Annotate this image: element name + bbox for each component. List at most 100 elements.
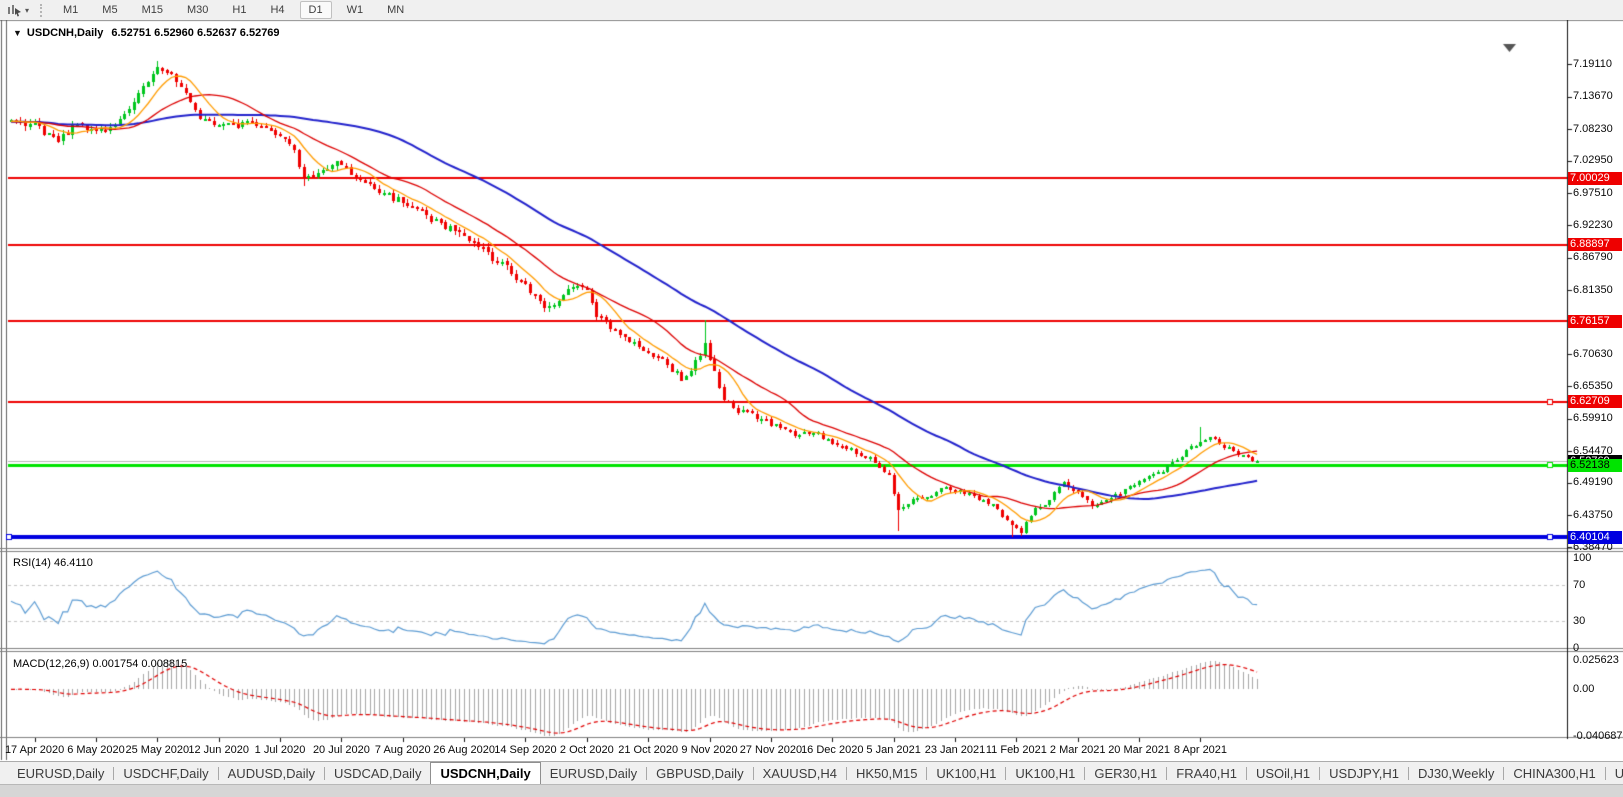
chart-tab-usdchf-daily[interactable]: USDCHF,Daily bbox=[123, 765, 209, 781]
date-axis-label: 1 Jul 2020 bbox=[254, 744, 306, 756]
rsi-axis-label: 100 bbox=[1573, 551, 1592, 564]
date-axis-label: 2 Oct 2020 bbox=[559, 744, 614, 756]
chart-tab-eurusd-daily[interactable]: EURUSD,Daily bbox=[17, 765, 105, 781]
timeframe-button-m30[interactable]: M30 bbox=[186, 4, 209, 16]
chart-tabs-bar: EURUSD,Daily USDCHF,Daily AUDUSD,Daily USDC… bbox=[0, 761, 1623, 784]
chart-tab-audusd-daily[interactable]: AUDUSD,Daily bbox=[227, 765, 316, 781]
tab-divider bbox=[1503, 766, 1505, 780]
timeframe-button-m15[interactable]: M15 bbox=[141, 4, 163, 16]
rsi-axis-label: 30 bbox=[1573, 614, 1586, 627]
chart-tab-xauusd-h4[interactable]: XAUUSD,H4 bbox=[762, 765, 837, 781]
timeframe-button-m1[interactable]: M1 bbox=[63, 4, 79, 16]
date-axis-label: 14 Sep 2020 bbox=[494, 744, 557, 756]
tab-divider bbox=[1408, 766, 1409, 780]
date-axis-label: 11 Feb 2021 bbox=[985, 744, 1047, 756]
date-axis-label: 17 Apr 2020 bbox=[4, 744, 65, 756]
chart-tab-usdcad-daily[interactable]: USDCAD,Daily bbox=[334, 765, 422, 781]
chart-tab-usoil-h1[interactable]: USOil,H1 bbox=[1255, 765, 1311, 781]
price-axis-tick: 7.02950 bbox=[1573, 154, 1613, 167]
tab-divider bbox=[1084, 766, 1086, 780]
date-axis-label: 12 Jun 2020 bbox=[188, 744, 249, 756]
hline-price-label[interactable]: 6.62709 bbox=[1568, 395, 1622, 409]
tab-divider bbox=[1005, 766, 1007, 780]
chart-tab-uk100-h1[interactable]: UK100,H1 bbox=[1015, 765, 1076, 781]
date-axis-label: 20 Mar 2021 bbox=[1108, 744, 1170, 756]
tab-divider bbox=[1319, 766, 1321, 780]
price-axis-tick: 7.13670 bbox=[1573, 90, 1613, 103]
tab-divider bbox=[113, 766, 115, 780]
price-axis-tick: 7.19110 bbox=[1573, 57, 1612, 70]
tab-divider bbox=[1604, 766, 1606, 780]
price-axis-tick: 6.81350 bbox=[1573, 283, 1613, 296]
tab-divider bbox=[1166, 766, 1168, 780]
price-axis-tick: 6.54470 bbox=[1573, 444, 1613, 457]
chart-tab-china300-h1[interactable]: CHINA300,H1 bbox=[1513, 765, 1596, 781]
timeframe-buttons: M1 M5 M15 M30 H1 H4 D1 W1 MN bbox=[51, 1, 416, 19]
symbol-timeframe-label: USDCNH,Daily bbox=[26, 27, 104, 39]
chart-title: ▼ USDCNH,Daily 6.52751 6.52960 6.52637 6.5… bbox=[13, 27, 280, 39]
date-axis-label: 5 Jan 2021 bbox=[866, 744, 921, 756]
chevron-down-icon: ▾ bbox=[25, 5, 30, 15]
price-axis-tick: 6.97510 bbox=[1573, 186, 1613, 199]
chart-tab-usdjpy-h1[interactable]: USDJPY,H1 bbox=[1329, 765, 1399, 781]
hline-price-label[interactable]: 6.88897 bbox=[1568, 238, 1622, 252]
chart-tabs: EURUSD,Daily USDCHF,Daily AUDUSD,Daily USDC… bbox=[8, 762, 1623, 784]
tab-divider bbox=[324, 766, 326, 780]
chart-cursor-glyph bbox=[8, 4, 21, 16]
tab-divider bbox=[926, 766, 928, 780]
chart-tab-u[interactable]: U bbox=[1606, 762, 1623, 784]
hline-price-label[interactable]: 7.00029 bbox=[1568, 171, 1622, 185]
timeframe-button-mn[interactable]: MN bbox=[387, 4, 405, 16]
chart-tab-usdcnh-daily[interactable]: USDCNH,Daily bbox=[430, 762, 541, 784]
chart-tab-gbpusd-daily[interactable]: GBPUSD,Daily bbox=[656, 765, 744, 781]
chart-tab-fra40-h1[interactable]: FRA40,H1 bbox=[1176, 765, 1237, 781]
date-axis-label: 9 Nov 2020 bbox=[681, 744, 738, 756]
timeframe-button-h4[interactable]: H4 bbox=[270, 4, 285, 16]
date-axis-label: 27 Nov 2020 bbox=[739, 744, 803, 756]
timeframe-toolbar: ▾ M1 M5 M15 M30 H1 H4 D1 W1 MN bbox=[0, 0, 1623, 21]
date-axis-label: 16 Dec 2020 bbox=[801, 744, 864, 756]
timeframe-button-d1[interactable]: D1 bbox=[299, 1, 332, 19]
chart-tab-hk50-m15[interactable]: HK50,M15 bbox=[856, 765, 918, 781]
hline-price-label[interactable]: 6.52138 bbox=[1568, 458, 1622, 472]
chart-tab-ger30-h1[interactable]: GER30,H1 bbox=[1094, 765, 1158, 781]
symbol-dropdown-icon[interactable]: ▼ bbox=[13, 28, 22, 38]
rsi-axis-label: 70 bbox=[1573, 578, 1586, 591]
hline-price-label[interactable]: 6.40104 bbox=[1568, 530, 1622, 544]
timeframe-button-h1[interactable]: H1 bbox=[232, 4, 247, 16]
price-axis-tick: 6.49190 bbox=[1573, 476, 1613, 489]
chart-tab-uk100-h1[interactable]: UK100,H1 bbox=[936, 765, 997, 781]
status-strip bbox=[0, 784, 1623, 797]
macd-axis-label: -0.040687 bbox=[1573, 729, 1623, 742]
chart-tab-dj30-weekly[interactable]: DJ30,Weekly bbox=[1418, 765, 1495, 781]
timeframe-button-w1[interactable]: W1 bbox=[346, 4, 364, 16]
price-axis-tick: 6.65350 bbox=[1573, 379, 1613, 392]
price-chart-canvas[interactable] bbox=[0, 20, 1623, 761]
price-axis-tick: 7.08230 bbox=[1573, 122, 1613, 135]
date-axis-label: 8 Apr 2021 bbox=[1173, 744, 1228, 756]
date-axis-label: 21 Oct 2020 bbox=[618, 744, 679, 756]
date-axis-label: 25 May 2020 bbox=[125, 744, 190, 756]
tab-divider bbox=[646, 766, 648, 780]
ohlc-values: 6.52751 6.52960 6.52637 6.52769 bbox=[111, 27, 280, 39]
toolbar-drag-handle[interactable] bbox=[40, 3, 43, 17]
tab-divider bbox=[846, 766, 847, 780]
chart-tab-eurusd-daily[interactable]: EURUSD,Daily bbox=[549, 765, 638, 781]
date-axis-label: 2 Mar 2021 bbox=[1049, 744, 1106, 756]
price-axis-tick: 6.86790 bbox=[1573, 251, 1613, 264]
macd-indicator-label: MACD(12,26,9) 0.001754 0.008815 bbox=[13, 658, 188, 670]
macd-axis-label: 0.00 bbox=[1573, 682, 1595, 695]
macd-axis-label: 0.025623 bbox=[1573, 653, 1619, 666]
rsi-indicator-label: RSI(14) 46.4110 bbox=[13, 557, 93, 569]
chart-cursor-icon[interactable]: ▾ bbox=[0, 4, 33, 17]
date-axis-label: 7 Aug 2020 bbox=[374, 744, 431, 756]
date-axis-label: 6 May 2020 bbox=[67, 744, 125, 756]
timeframe-button-m5[interactable]: M5 bbox=[102, 4, 118, 16]
rsi-axis-label: 0 bbox=[1573, 641, 1580, 654]
tab-divider bbox=[217, 766, 219, 780]
hline-price-label[interactable]: 6.76157 bbox=[1568, 314, 1622, 328]
date-axis-label: 23 Jan 2021 bbox=[924, 744, 986, 756]
date-axis-label: 20 Jul 2020 bbox=[312, 744, 370, 756]
tab-divider bbox=[752, 766, 754, 780]
